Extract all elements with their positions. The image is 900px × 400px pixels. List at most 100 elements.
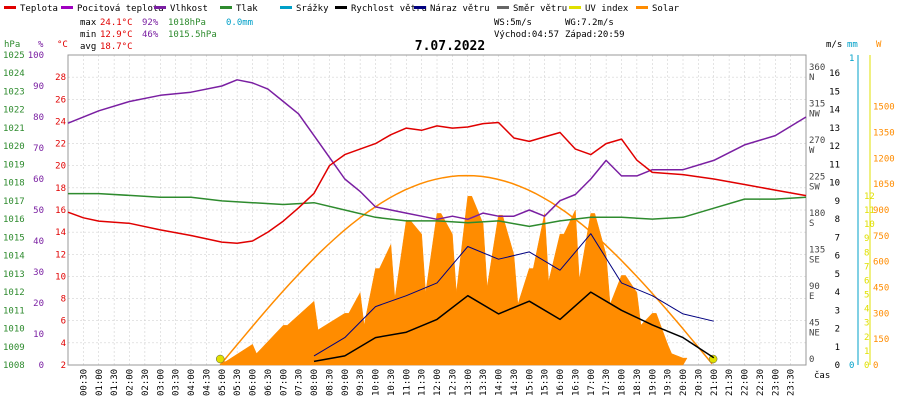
axes: hPa % °C m/s mm W čas 100810091010101110… [3, 40, 895, 396]
tick-label-time: 12:30 [448, 369, 458, 396]
tick-label-time: 10:30 [387, 369, 397, 396]
legend-label: Teplota [20, 4, 58, 14]
tick-label-temperature: 6 [61, 317, 66, 327]
axis-unit-degc: °C [57, 40, 68, 50]
tick-label-time: 15:30 [541, 369, 551, 396]
stat-sunset: Západ:20:59 [565, 30, 625, 40]
legend-label: Pocitová teplota [77, 4, 164, 14]
tick-label-direction: 225 [809, 173, 825, 183]
legend-label: Rychlost větru [351, 4, 427, 14]
tick-label-time: 22:30 [756, 369, 766, 396]
tick-label-time: 23:30 [787, 369, 797, 396]
tick-label-pressure: 1017 [3, 197, 25, 207]
tick-label-time: 08:00 [310, 369, 320, 396]
tick-label-uv: 11 [864, 206, 875, 216]
tick-label-pressure: 1019 [3, 160, 25, 170]
tick-label-direction: 90 [809, 282, 820, 292]
tick-label-humidity: 0 [39, 361, 44, 371]
legend-label: Náraz větru [430, 4, 490, 14]
tick-label-time: 22:00 [741, 369, 751, 396]
tick-label-rain: 0 [849, 361, 854, 371]
tick-label-time: 03:30 [172, 369, 182, 396]
legend-swatch [61, 6, 73, 9]
legend-swatch [636, 6, 648, 9]
tick-label-solar: 1050 [873, 180, 895, 190]
tick-label-time: 04:00 [187, 369, 197, 396]
tick-label-time: 07:30 [295, 369, 305, 396]
tick-label-time: 00:30 [79, 369, 89, 396]
legend-swatch [497, 6, 509, 9]
tick-label-direction: 180 [809, 209, 825, 219]
plot-area [67, 79, 807, 366]
tick-label-time: 21:00 [710, 369, 720, 396]
tick-label-temperature: 20 [55, 162, 66, 172]
tick-label-direction-name: NW [809, 110, 820, 120]
tick-label-time: 11:30 [418, 369, 428, 396]
tick-label-uv: 5 [864, 291, 869, 301]
axis-unit-ms: m/s [826, 40, 842, 50]
tick-label-pressure: 1014 [3, 252, 25, 262]
tick-label-time: 23:00 [771, 369, 781, 396]
series-solar-max-curve [219, 174, 713, 366]
tick-label-uv: 6 [864, 276, 869, 286]
tick-label-wind: 9 [835, 197, 840, 207]
tick-label-solar: 900 [873, 206, 889, 216]
tick-label-pressure: 1009 [3, 343, 25, 353]
tick-label-time: 11:00 [402, 369, 412, 396]
tick-label-time: 09:00 [341, 369, 351, 396]
tick-label-humidity: 20 [33, 299, 44, 309]
tick-label-temperature: 22 [55, 140, 66, 150]
tick-label-uv: 12 [864, 192, 875, 202]
tick-label-rain: 1 [849, 54, 854, 64]
tick-label-time: 19:30 [664, 369, 674, 396]
tick-label-humidity: 10 [33, 330, 44, 340]
tick-label-time: 01:00 [95, 369, 105, 396]
tick-label-time: 04:30 [202, 369, 212, 396]
tick-label-wind: 3 [835, 306, 840, 316]
tick-label-wind: 5 [835, 270, 840, 280]
tick-label-humidity: 100 [28, 51, 44, 61]
tick-label-time: 20:00 [679, 369, 689, 396]
tick-label-direction: 45 [809, 319, 820, 329]
legend-label: Solar [652, 4, 680, 14]
tick-label-humidity: 40 [33, 237, 44, 247]
tick-label-wind: 7 [835, 233, 840, 243]
stat-sunrise: Východ:04:57 [494, 30, 559, 40]
tick-label-pressure: 1018 [3, 179, 25, 189]
tick-label-wind: 12 [829, 142, 840, 152]
chart-date-title: 7.07.2022 [415, 39, 485, 54]
tick-label-solar: 1500 [873, 103, 895, 113]
tick-label-time: 20:30 [694, 369, 704, 396]
stats-block: max 24.1°C 92% 1018hPa 0.0mm min 12.9°C … [80, 18, 625, 54]
tick-label-uv: 2 [864, 333, 869, 343]
stat-ws: WS:5m/s [494, 18, 532, 28]
tick-label-uv: 10 [864, 220, 875, 230]
legend-swatch [414, 6, 426, 9]
tick-label-wind: 15 [829, 87, 840, 97]
tick-label-time: 21:30 [725, 369, 735, 396]
tick-label-time: 02:30 [141, 369, 151, 396]
stat-max-temp: 24.1°C [100, 18, 133, 28]
axis-unit-w: W [876, 40, 882, 50]
tick-label-wind: 6 [835, 252, 840, 262]
tick-label-time: 15:00 [525, 369, 535, 396]
tick-label-time: 18:00 [618, 369, 628, 396]
tick-label-time: 13:30 [479, 369, 489, 396]
tick-label-time: 19:00 [648, 369, 658, 396]
tick-label-direction-name: SW [809, 183, 820, 193]
tick-label-direction-name: SE [809, 256, 820, 266]
tick-label-humidity: 70 [33, 144, 44, 154]
tick-label-time: 03:00 [156, 369, 166, 396]
tick-label-wind: 13 [829, 124, 840, 134]
tick-label-time: 01:30 [110, 369, 120, 396]
stat-avg-label: avg [80, 42, 96, 52]
tick-label-direction: 135 [809, 246, 825, 256]
tick-label-humidity: 30 [33, 268, 44, 278]
tick-label-wind: 4 [835, 288, 840, 298]
tick-label-temperature: 14 [55, 228, 66, 238]
sunrise-marker [215, 354, 225, 364]
series-wind-gust [313, 233, 714, 357]
tick-label-time: 14:00 [495, 369, 505, 396]
stat-wg: WG:7.2m/s [565, 18, 614, 28]
legend-swatch [220, 6, 232, 9]
